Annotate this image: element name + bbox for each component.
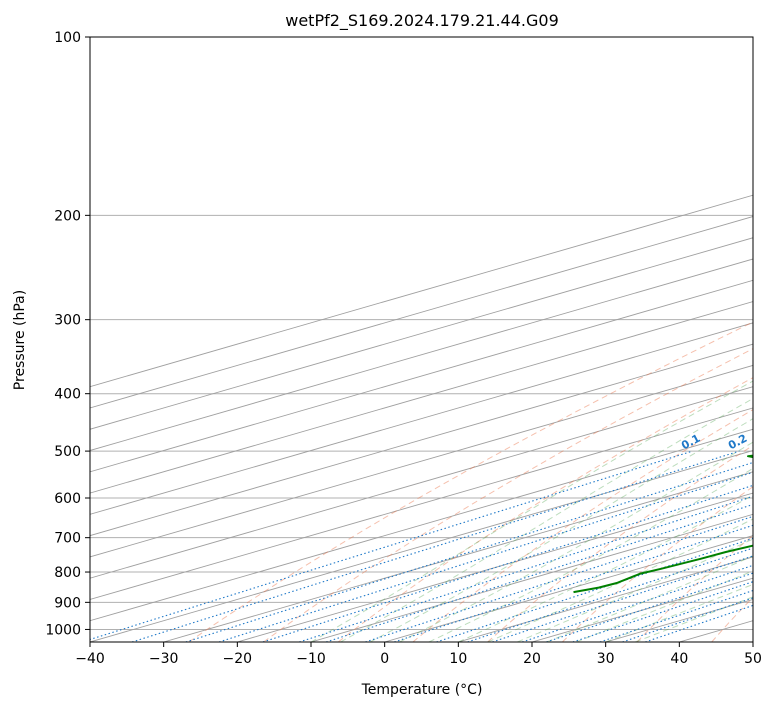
chart-title: wetPf2_S169.2024.179.21.44.G09 [285, 11, 559, 31]
mixing-ratio-line [546, 572, 753, 642]
mixing-ratio-line [262, 484, 753, 642]
mixing-ratio-line [521, 564, 753, 642]
isotherm-line [310, 513, 753, 642]
moist-adiabat-line [487, 518, 753, 642]
axes: −40 −30 −20 −10 0 10 20 30 40 50 100 200 300 400 500 60… [45, 30, 762, 667]
isotherm-line [90, 407, 753, 600]
moist-adiabat-line [310, 380, 753, 642]
y-tick-label: 800 [54, 565, 81, 581]
x-tick-label: −40 [75, 651, 105, 667]
isotherm-line [90, 428, 753, 622]
y-axis-title: Pressure (hPa) [12, 290, 28, 390]
y-tick-label: 1000 [45, 622, 81, 638]
isotherm-line [384, 535, 753, 642]
moist-adiabat-line [576, 570, 753, 642]
y-tick-label: 200 [54, 208, 81, 224]
y-tick-label: 700 [54, 531, 81, 547]
x-tick-label: 30 [597, 651, 615, 667]
x-tick-label: −30 [149, 651, 179, 667]
mixing-ratio-line [492, 555, 753, 642]
mixing-ratio-line [394, 524, 753, 642]
moist-adiabat-line [428, 467, 753, 642]
y-tick-label: 500 [54, 444, 81, 460]
isotherm-line [90, 237, 753, 430]
isotherm-line [90, 301, 753, 494]
isotherm-line [237, 492, 753, 642]
isotherm-line [90, 279, 753, 473]
y-tick-label: 600 [54, 491, 81, 507]
plot-frame [89, 36, 754, 643]
x-tick-label: 0 [380, 651, 389, 667]
x-tick-label: 10 [449, 651, 467, 667]
x-axis-title: Temperature (°C) [361, 682, 483, 698]
x-tick-label: 40 [670, 651, 688, 667]
y-tick-label: 400 [54, 387, 81, 403]
isotherm-line [90, 450, 753, 642]
x-tick-label: −10 [296, 651, 326, 667]
dry-adiabat-line [561, 486, 753, 642]
y-tick-label: 100 [54, 30, 81, 46]
isotherm-line [90, 386, 753, 579]
x-tick-label: 20 [523, 651, 541, 667]
isotherm-line [90, 216, 753, 409]
mixing-ratio-line [572, 581, 753, 642]
dry-adiabat-line [337, 377, 753, 642]
isotherm-line [90, 258, 753, 451]
mixing-ratio-line [218, 471, 753, 642]
mixing-ratio-line [90, 450, 693, 641]
isotherm-line [90, 322, 753, 515]
moist-adiabat-line [369, 418, 753, 642]
x-tick-label: −20 [223, 651, 253, 667]
mixing-ratio-line [365, 515, 753, 642]
y-tick-label: 900 [54, 595, 81, 611]
mixing-ratio-line [185, 461, 753, 642]
y-tick-label: 300 [54, 313, 81, 329]
isotherm-line [163, 471, 753, 642]
isotherm-line [90, 364, 753, 558]
x-tick-label: 50 [744, 651, 762, 667]
isotherm-line [90, 194, 753, 388]
moist-adiabat-line [340, 397, 753, 642]
moist-adiabat-line [605, 583, 753, 642]
moist-adiabat-line [399, 441, 753, 642]
